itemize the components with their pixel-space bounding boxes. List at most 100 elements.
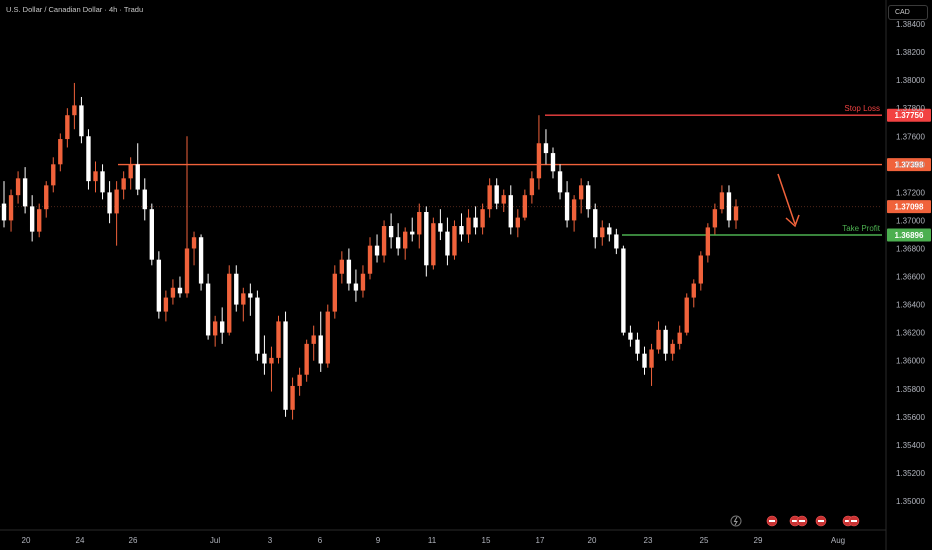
candle-body <box>466 217 471 235</box>
candle-body <box>508 195 513 228</box>
x-tick-label: 29 <box>754 536 763 545</box>
candle-body <box>227 273 232 333</box>
candle-body <box>536 143 542 179</box>
x-tick-label: 20 <box>22 536 31 545</box>
candle-body <box>656 329 661 350</box>
time-axis: 20 24 26 Jul 3 6 9 11 15 17 20 23 25 29 Aug <box>0 529 886 545</box>
candle-body <box>311 335 316 344</box>
candle-body <box>417 212 422 235</box>
level-price-badge <box>887 158 931 172</box>
level-price-label: 1.37398 <box>895 161 924 170</box>
candle-body <box>107 192 112 214</box>
lightning-icon <box>730 515 742 527</box>
candle-body <box>262 353 267 364</box>
candle-body <box>621 248 626 333</box>
candle-body <box>367 245 373 274</box>
x-tick-label: Jul <box>210 536 220 545</box>
candle-body <box>163 297 169 312</box>
candle-body <box>220 321 225 333</box>
candle-body <box>719 192 725 210</box>
candle-body <box>374 245 380 256</box>
candle-body <box>452 226 457 256</box>
x-tick-label: 25 <box>700 536 709 545</box>
candle-body <box>381 226 387 256</box>
candle-body <box>325 311 330 364</box>
y-tick-label: 1.37600 <box>896 132 925 141</box>
candle-body <box>128 164 133 179</box>
event-flag-glyph <box>845 520 851 522</box>
x-tick-label: 11 <box>428 536 437 545</box>
candle-body <box>29 206 35 232</box>
candle-body <box>395 237 401 249</box>
level-price-badge <box>887 228 931 242</box>
annotations <box>730 173 860 527</box>
currency-selector[interactable]: CAD <box>888 5 928 20</box>
x-tick-label: 23 <box>644 536 653 545</box>
candle-body <box>515 217 520 228</box>
candle-body <box>72 105 77 116</box>
candle-body <box>79 105 84 137</box>
x-tick-label: Aug <box>831 536 845 545</box>
candle-body <box>241 293 246 305</box>
candle-body <box>177 287 183 294</box>
level-price-badge <box>887 108 931 122</box>
candle-body <box>283 321 288 410</box>
y-tick-label: 1.37400 <box>896 160 925 169</box>
forecast-arrow-head <box>785 214 800 228</box>
candle-body <box>22 178 28 207</box>
candle-body <box>37 209 42 232</box>
forecast-arrow-line <box>777 173 796 225</box>
candle-body <box>149 209 154 260</box>
candle-body <box>269 357 274 364</box>
candle-body <box>360 273 366 291</box>
candle-body <box>86 136 91 182</box>
event-flag-glyph <box>769 520 775 522</box>
candle-body <box>135 164 140 190</box>
candle-body <box>445 231 450 256</box>
candle-body <box>114 189 119 214</box>
candle-body <box>388 226 394 238</box>
candle-body <box>410 231 415 235</box>
candle-body <box>431 223 436 266</box>
y-tick-label: 1.35000 <box>896 497 925 506</box>
candle-body <box>346 259 352 284</box>
y-tick-label: 1.35600 <box>896 413 925 422</box>
candle-body <box>473 217 478 228</box>
candle-body <box>297 374 302 386</box>
candle-body <box>51 164 56 186</box>
candle-body <box>142 189 147 210</box>
candle-body <box>198 237 204 284</box>
y-tick-label: 1.36600 <box>896 273 925 282</box>
candle-body <box>65 115 70 140</box>
candle-body <box>487 185 492 210</box>
candle-body <box>543 143 549 154</box>
x-tick-label: 20 <box>588 536 597 545</box>
candle-body <box>586 185 591 210</box>
candle-body <box>712 209 718 228</box>
candle-body <box>234 273 239 305</box>
y-tick-label: 1.38200 <box>896 48 925 57</box>
y-tick-label: 1.38000 <box>896 76 925 85</box>
level-price-badge <box>887 200 931 214</box>
candle-body <box>8 195 14 221</box>
candle-body <box>670 343 675 354</box>
x-tick-label: 26 <box>129 536 138 545</box>
candle-body <box>684 297 689 333</box>
level-name: Take Profit <box>842 224 881 233</box>
candle-body <box>459 226 464 235</box>
price-levels: Stop Loss 1.37750 1.37398 1.37098 Take Profi… <box>0 104 931 242</box>
candle-body <box>121 178 126 190</box>
candle-body <box>156 259 162 312</box>
candle-body <box>255 297 260 354</box>
y-tick-label: 1.35400 <box>896 441 925 450</box>
candle-body <box>691 283 696 298</box>
level-price-label: 1.36896 <box>895 231 924 240</box>
candle-body <box>564 192 570 221</box>
candle-body <box>663 329 668 354</box>
candle-body <box>494 185 499 204</box>
event-flag-glyph <box>792 520 798 522</box>
candle-body <box>353 283 359 291</box>
x-tick-label: 15 <box>482 536 491 545</box>
candle-body <box>304 343 309 375</box>
